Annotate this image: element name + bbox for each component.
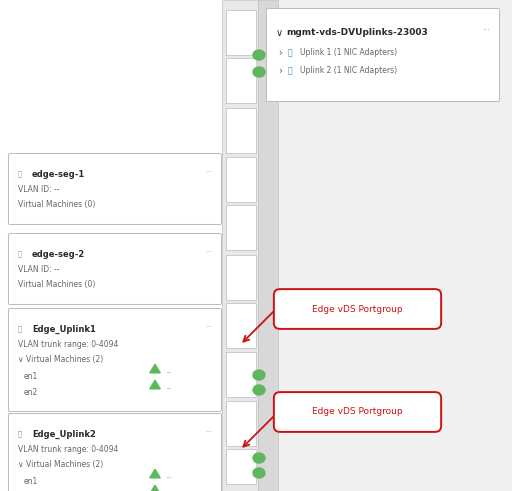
Text: VLAN ID: --: VLAN ID: --	[18, 265, 59, 274]
Bar	[226, 449, 256, 484]
Text: edge-seg-2: edge-seg-2	[32, 250, 86, 259]
Text: ›: ›	[278, 48, 282, 58]
Bar	[278, 0, 512, 491]
Text: VLAN trunk range: 0-4094: VLAN trunk range: 0-4094	[18, 340, 118, 349]
Text: ···: ···	[165, 370, 172, 376]
Bar	[226, 401, 256, 446]
Bar	[226, 157, 256, 202]
Ellipse shape	[253, 468, 265, 478]
FancyBboxPatch shape	[9, 308, 222, 411]
Text: Edge_Uplink1: Edge_Uplink1	[32, 325, 96, 334]
Text: 🔒: 🔒	[18, 250, 22, 257]
Ellipse shape	[253, 370, 265, 380]
Text: ···: ···	[165, 386, 172, 392]
Text: ∨: ∨	[276, 28, 283, 38]
Text: mgmt-vds-DVUplinks-23003: mgmt-vds-DVUplinks-23003	[286, 28, 428, 37]
Text: Uplink 1 (1 NIC Adapters): Uplink 1 (1 NIC Adapters)	[300, 48, 397, 57]
Bar	[226, 58, 256, 103]
Text: VLAN trunk range: 0-4094: VLAN trunk range: 0-4094	[18, 445, 118, 454]
FancyBboxPatch shape	[9, 413, 222, 491]
Text: Virtual Machines (0): Virtual Machines (0)	[18, 200, 95, 209]
FancyBboxPatch shape	[9, 154, 222, 224]
Text: en1: en1	[24, 372, 38, 381]
Text: ∨ Virtual Machines (2): ∨ Virtual Machines (2)	[18, 460, 103, 469]
Text: 🔒: 🔒	[18, 325, 22, 331]
FancyBboxPatch shape	[274, 289, 441, 329]
Text: ›: ›	[278, 66, 282, 76]
Bar	[226, 108, 256, 153]
Text: 🖥: 🖥	[288, 48, 293, 57]
Text: Edge_Uplink2: Edge_Uplink2	[32, 430, 96, 439]
Bar	[222, 0, 258, 491]
Text: Edge vDS Portgroup: Edge vDS Portgroup	[312, 408, 402, 416]
Text: en2: en2	[24, 388, 38, 397]
Text: 🔒: 🔒	[18, 430, 22, 436]
Bar	[0, 0, 222, 491]
Bar	[226, 352, 256, 397]
Bar	[226, 255, 256, 300]
Text: VLAN ID: --: VLAN ID: --	[18, 185, 59, 194]
Ellipse shape	[253, 67, 265, 77]
Text: 🖥: 🖥	[288, 66, 293, 75]
FancyBboxPatch shape	[274, 392, 441, 432]
Text: Uplink 2 (1 NIC Adapters): Uplink 2 (1 NIC Adapters)	[300, 66, 397, 75]
Text: Virtual Machines (0): Virtual Machines (0)	[18, 280, 95, 289]
Bar	[226, 303, 256, 348]
Bar	[226, 10, 256, 55]
Text: ···: ···	[205, 323, 212, 332]
Text: edge-seg-1: edge-seg-1	[32, 170, 86, 179]
FancyBboxPatch shape	[9, 234, 222, 304]
Text: ···: ···	[205, 248, 212, 257]
Text: ···: ···	[482, 26, 490, 35]
Bar	[258, 0, 278, 491]
Text: ∨ Virtual Machines (2): ∨ Virtual Machines (2)	[18, 355, 103, 364]
Text: ···: ···	[165, 475, 172, 481]
FancyBboxPatch shape	[266, 8, 500, 102]
Text: 🔒: 🔒	[18, 170, 22, 177]
Text: Edge vDS Portgroup: Edge vDS Portgroup	[312, 304, 402, 313]
Ellipse shape	[253, 385, 265, 395]
Text: en1: en1	[24, 477, 38, 486]
Ellipse shape	[253, 453, 265, 463]
Ellipse shape	[253, 50, 265, 60]
Bar	[226, 205, 256, 250]
Text: ···: ···	[205, 428, 212, 437]
Text: ···: ···	[205, 168, 212, 177]
